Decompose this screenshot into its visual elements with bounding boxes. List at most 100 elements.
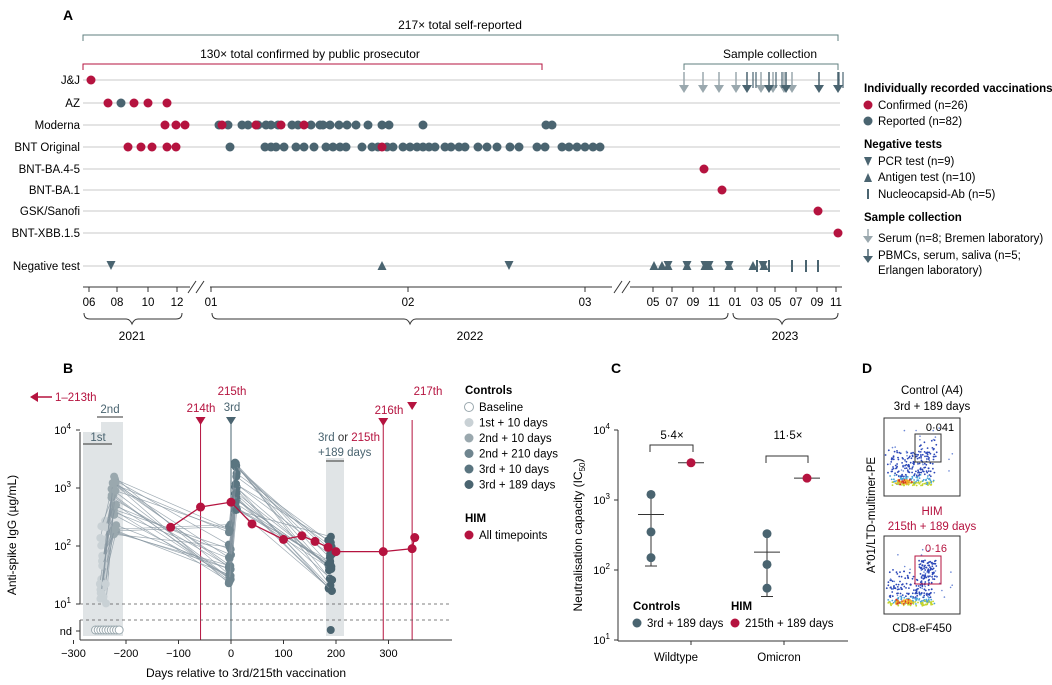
him-neut-dot — [802, 473, 812, 483]
flow-event — [919, 481, 922, 483]
ytick-1e1: 101 — [54, 596, 71, 611]
reported-dot — [384, 120, 394, 130]
confirmed-dot — [143, 98, 153, 108]
sample-arrow-head — [731, 85, 741, 93]
reported-dot — [261, 120, 271, 130]
flow-event — [902, 458, 904, 460]
x-tick-label: −200 — [114, 648, 139, 660]
antigen-test-marker — [657, 261, 667, 270]
flow-event — [905, 460, 908, 463]
flow-event — [930, 603, 932, 606]
dot-1st-10d — [97, 522, 106, 531]
dot-3rd-189d — [324, 536, 333, 545]
d-top-title2: 3rd + 189 days — [894, 401, 971, 413]
sample-arrow-head — [756, 85, 766, 93]
flow-event — [935, 575, 937, 578]
confirmed-dot — [123, 142, 133, 152]
axis-ticks: 06 08 10 12 01 02 03 05 07 09 11 01 03 05 07 09 11 — [83, 287, 842, 309]
flow-event — [922, 463, 924, 466]
d-bot-title1: HIM — [921, 506, 942, 518]
antigen-test-marker — [748, 261, 758, 270]
flow-event — [898, 482, 901, 484]
flow-event — [923, 594, 926, 597]
flow-event — [889, 602, 892, 604]
flow-event — [922, 596, 925, 599]
flow-event — [890, 478, 893, 481]
flow-event — [889, 463, 892, 465]
panel-d: D Control (A4) 3rd + 189 days HIM 215th … — [862, 360, 977, 635]
reported-dot — [116, 98, 126, 108]
flow-event — [932, 600, 934, 603]
flow-event — [895, 466, 898, 469]
flow-event — [929, 596, 932, 599]
him-series — [166, 497, 420, 557]
flow-event — [923, 592, 926, 594]
flow-event — [891, 468, 894, 471]
flow-event — [900, 596, 903, 599]
antigen-test-marker — [377, 261, 387, 270]
flow-event — [913, 597, 916, 599]
flow-event — [918, 473, 921, 476]
flow-event — [919, 573, 922, 575]
flow-event — [901, 484, 903, 486]
reported-dot — [377, 120, 387, 130]
flow-event — [915, 603, 917, 605]
reported-dot — [540, 142, 550, 152]
reported-dot — [572, 142, 582, 152]
row-label: Moderna — [35, 120, 81, 132]
flow-event — [927, 467, 930, 470]
flow-event — [901, 473, 903, 476]
reported-dot — [299, 142, 309, 152]
flow-event — [922, 478, 925, 481]
flow-event — [950, 571, 952, 573]
panel-c-ylabel: Neutralisation capacity (IC50) — [571, 459, 587, 612]
flow-event — [905, 582, 908, 585]
flow-event — [927, 595, 929, 598]
legend-dot-icon — [464, 449, 474, 458]
flow-event — [917, 463, 919, 465]
flow-event — [915, 474, 918, 477]
flow-event — [910, 601, 913, 604]
antigen-test-marker — [682, 261, 692, 270]
dot-1st-10d — [101, 599, 110, 608]
c-ytick-1e2: 102 — [593, 562, 610, 577]
flow-event — [887, 584, 890, 587]
flow-event — [907, 576, 909, 579]
flow-event — [897, 475, 900, 478]
flow-event — [921, 564, 924, 567]
panel-d-ylabel: A*01/LTD-multimer-PE — [866, 457, 878, 573]
reported-dot-icon — [863, 116, 873, 126]
flow-event — [899, 571, 901, 573]
flow-event — [906, 457, 909, 460]
axis-tick-label: 08 — [111, 297, 124, 309]
row-label: Negative test — [13, 261, 81, 273]
flow-event — [892, 466, 894, 468]
legend-controls-title: Controls — [465, 385, 512, 397]
flow-event — [920, 468, 922, 471]
confirmed-dot — [217, 120, 227, 130]
flow-event — [908, 481, 911, 484]
sample-arrow-head — [714, 85, 724, 93]
reported-dot — [357, 142, 367, 152]
flow-event — [918, 445, 921, 447]
flow-event — [887, 599, 890, 601]
flow-event — [918, 477, 921, 479]
panel-b-y-ticks — [76, 429, 80, 632]
antigen-test-marker — [649, 261, 659, 270]
fold-bracket-wildtype — [649, 444, 694, 452]
flow-event — [921, 470, 924, 472]
flow-event — [928, 474, 931, 476]
reported-dot — [446, 142, 456, 152]
axis-tick-label: 06 — [83, 297, 96, 309]
flow-event — [896, 573, 899, 575]
flow-event — [916, 594, 919, 597]
sample-arrow-head — [781, 85, 791, 93]
axis-tick-label: 11 — [708, 297, 720, 309]
axis-tick-label: 07 — [790, 297, 803, 309]
flow-event — [917, 471, 920, 473]
flow-event — [926, 447, 929, 449]
reported-dot — [580, 142, 590, 152]
control-neut-dot — [762, 559, 772, 569]
flow-event — [897, 458, 900, 461]
him-dot — [196, 502, 206, 512]
